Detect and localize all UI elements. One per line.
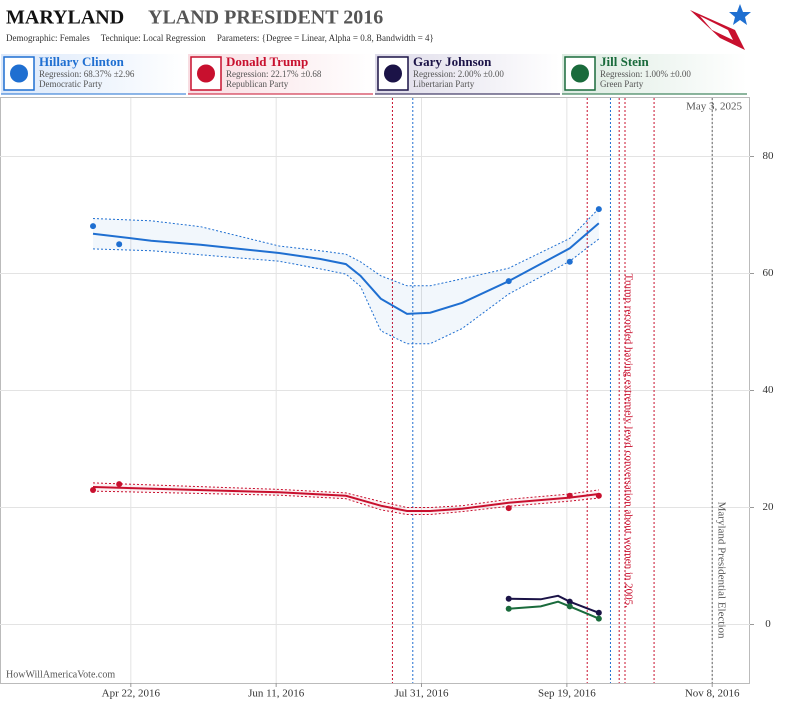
regression-line xyxy=(508,594,600,614)
legend-icon-mark xyxy=(10,64,28,83)
poll-point xyxy=(505,595,512,602)
annotation: Maryland Presidential Election xyxy=(716,502,728,639)
x-tick-label: Apr 22, 2016 xyxy=(102,688,161,700)
y-tick-label: 60 xyxy=(763,267,775,279)
plot-area: 0 20 40 60 80 Apr 22, 2016 Jun 11, 2016 Jul 31,… xyxy=(0,98,774,700)
poll-point xyxy=(505,505,512,512)
y-tick-label: 20 xyxy=(763,501,775,513)
regression-line xyxy=(92,222,600,315)
poll-point xyxy=(566,258,573,265)
y-tick-label: 0 xyxy=(765,618,771,630)
poll-point xyxy=(566,603,573,610)
legend-icon-mark xyxy=(197,64,215,83)
regression-line xyxy=(92,486,599,512)
legend-party: Republican Party xyxy=(226,79,289,89)
legend-regression: Regression: 1.00% ±0.00 xyxy=(600,69,691,79)
legend-icon-mark xyxy=(571,64,589,83)
poll-point xyxy=(116,241,123,248)
y-tick-label: 40 xyxy=(763,384,775,396)
annotation: Trump recorded having extremely lewd con… xyxy=(623,274,635,609)
legend-regression: Regression: 22.17% ±0.68 xyxy=(226,69,322,79)
y-tick-label: 80 xyxy=(763,150,775,162)
x-tick-label: Sep 19, 2016 xyxy=(538,688,596,700)
poll-point xyxy=(90,223,97,230)
confidence-bound xyxy=(92,208,600,287)
legend-name: Jill Stein xyxy=(600,54,650,69)
legend-party: Democratic Party xyxy=(39,79,103,89)
legend-icon xyxy=(377,56,409,91)
legend-party: Green Party xyxy=(600,79,644,89)
poll-point xyxy=(595,615,602,622)
confidence-band xyxy=(93,208,599,344)
legend-party: Libertarian Party xyxy=(413,79,475,89)
title: MARYLAND xyxy=(6,7,124,29)
title-2: YLAND PRESIDENT 2016 xyxy=(148,7,383,29)
legend-regression: Regression: 2.00% ±0.00 xyxy=(413,69,504,79)
legend-name: Donald Trump xyxy=(226,54,308,69)
legend-name: Gary Johnson xyxy=(413,54,492,69)
x-tick-label: Jul 31, 2016 xyxy=(394,688,449,700)
poll-point xyxy=(116,481,123,488)
x-tick-label: Nov 8, 2016 xyxy=(685,688,740,700)
poll-point xyxy=(595,609,602,616)
poll-point xyxy=(90,486,97,493)
poll-point xyxy=(566,492,573,499)
poll-point xyxy=(505,605,512,612)
legend-icon-mark xyxy=(384,64,402,83)
poll-point xyxy=(595,206,602,213)
legend-name: Hillary Clinton xyxy=(39,54,125,69)
regression-line xyxy=(508,600,600,620)
poll-point xyxy=(566,598,573,605)
confidence-bound xyxy=(92,490,599,515)
logo xyxy=(690,4,751,50)
date-label: May 3, 2025 xyxy=(686,101,742,113)
confidence-bound xyxy=(92,482,599,508)
legend-regression: Regression: 68.37% ±2.96 xyxy=(39,69,135,79)
x-tick-label: Jun 11, 2016 xyxy=(248,688,305,700)
poll-point xyxy=(595,492,602,499)
subtitle: Demographic: Females Technique: Local Re… xyxy=(6,33,434,43)
watermark: HowWillAmericaVote.com xyxy=(6,669,115,680)
confidence-bound xyxy=(92,238,600,345)
poll-point xyxy=(505,278,512,285)
